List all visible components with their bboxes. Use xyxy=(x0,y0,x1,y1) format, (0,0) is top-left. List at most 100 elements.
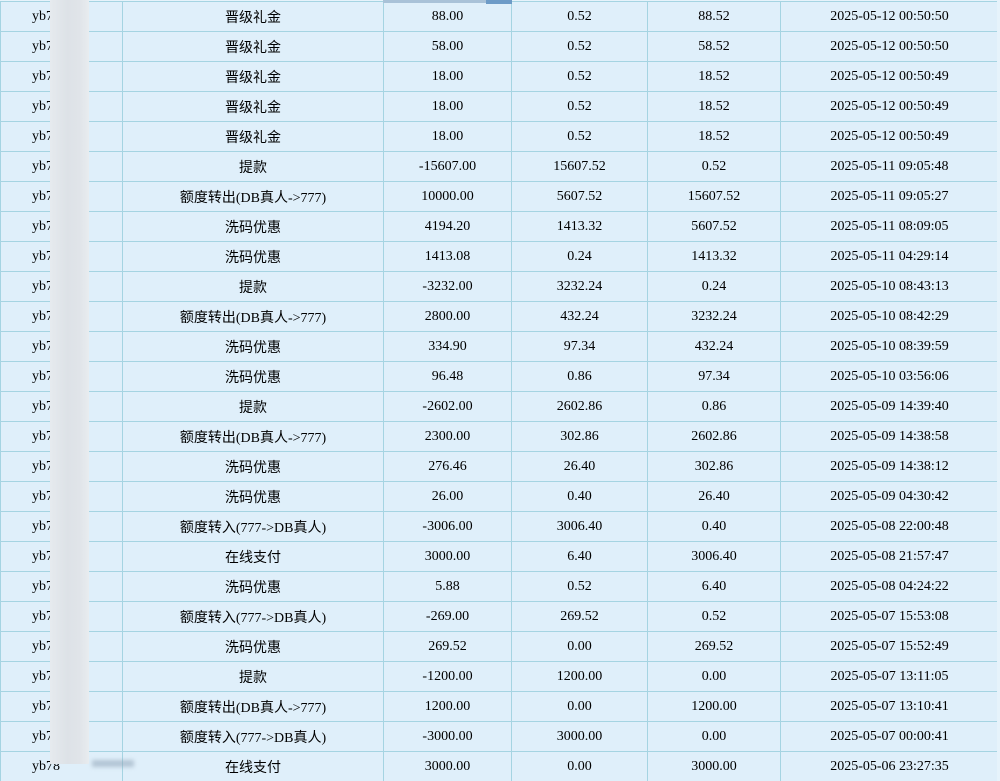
cell-transaction-type: 晋级礼金 xyxy=(122,121,384,152)
cell-balance-after: 2602.86 xyxy=(647,421,781,452)
cell-transaction-type: 提款 xyxy=(122,391,384,422)
cell-timestamp: 2025-05-06 23:27:35 xyxy=(780,751,999,781)
cell-timestamp: 2025-05-12 00:50:49 xyxy=(780,121,999,152)
table-row: yb78 额度转入(777->DB真人) -3000.00 3000.00 0.00 20… xyxy=(0,721,999,752)
cell-amount: -3000.00 xyxy=(383,721,512,752)
cell-timestamp: 2025-05-07 00:00:41 xyxy=(780,721,999,752)
cell-transaction-type: 额度转出(DB真人->777) xyxy=(122,691,384,722)
cell-amount: 2800.00 xyxy=(383,301,512,332)
cell-balance-after: 18.52 xyxy=(647,121,781,152)
cell-transaction-type: 洗码优惠 xyxy=(122,211,384,242)
cell-transaction-type: 洗码优惠 xyxy=(122,481,384,512)
cell-transaction-type: 在线支付 xyxy=(122,751,384,781)
cell-balance-after: 432.24 xyxy=(647,331,781,362)
cell-timestamp: 2025-05-09 14:38:12 xyxy=(780,451,999,482)
cell-timestamp: 2025-05-08 04:24:22 xyxy=(780,571,999,602)
cell-timestamp: 2025-05-12 00:50:49 xyxy=(780,61,999,92)
table-row: yb78 晋级礼金 88.00 0.52 88.52 2025-05-12 00:50:5… xyxy=(0,1,999,32)
cell-timestamp: 2025-05-12 00:50:50 xyxy=(780,1,999,32)
cell-balance-before: 2602.86 xyxy=(511,391,648,422)
cell-transaction-type: 洗码优惠 xyxy=(122,451,384,482)
cell-balance-after: 18.52 xyxy=(647,61,781,92)
cell-timestamp: 2025-05-08 22:00:48 xyxy=(780,511,999,542)
cell-balance-after: 88.52 xyxy=(647,1,781,32)
table-row: yb78 晋级礼金 58.00 0.52 58.52 2025-05-12 00:50:5… xyxy=(0,31,999,62)
cell-balance-after: 26.40 xyxy=(647,481,781,512)
cell-balance-before: 3000.00 xyxy=(511,721,648,752)
table-row: yb78 洗码优惠 276.46 26.40 302.86 2025-05-09 14:3… xyxy=(0,451,999,482)
header-remnant-band xyxy=(383,0,512,3)
cell-balance-after: 269.52 xyxy=(647,631,781,662)
cell-timestamp: 2025-05-07 13:11:05 xyxy=(780,661,999,692)
cell-balance-before: 0.52 xyxy=(511,1,648,32)
cell-amount: 26.00 xyxy=(383,481,512,512)
cell-amount: 334.90 xyxy=(383,331,512,362)
cell-timestamp: 2025-05-12 00:50:49 xyxy=(780,91,999,122)
cell-balance-before: 0.86 xyxy=(511,361,648,392)
cell-transaction-type: 晋级礼金 xyxy=(122,31,384,62)
cell-balance-before: 97.34 xyxy=(511,331,648,362)
cell-amount: 3000.00 xyxy=(383,541,512,572)
cell-timestamp: 2025-05-08 21:57:47 xyxy=(780,541,999,572)
cell-balance-after: 15607.52 xyxy=(647,181,781,212)
cell-timestamp: 2025-05-11 04:29:14 xyxy=(780,241,999,272)
cell-timestamp: 2025-05-09 14:38:58 xyxy=(780,421,999,452)
cell-amount: 88.00 xyxy=(383,1,512,32)
table-row: yb78 额度转出(DB真人->777) 1200.00 0.00 1200.00 202… xyxy=(0,691,999,722)
table-row: yb78 晋级礼金 18.00 0.52 18.52 2025-05-12 00:50:4… xyxy=(0,121,999,152)
cell-balance-before: 0.40 xyxy=(511,481,648,512)
table-row: yb78 额度转入(777->DB真人) -269.00 269.52 0.52 2025… xyxy=(0,601,999,632)
table-row: yb78 提款 -2602.00 2602.86 0.86 2025-05-09 14:3… xyxy=(0,391,999,422)
cell-balance-after: 18.52 xyxy=(647,91,781,122)
blurred-username-tail xyxy=(92,760,134,767)
table-row: yb78 洗码优惠 334.90 97.34 432.24 2025-05-10 08:3… xyxy=(0,331,999,362)
cell-transaction-type: 提款 xyxy=(122,661,384,692)
table-row: yb78 洗码优惠 5.88 0.52 6.40 2025-05-08 04:24:22 xyxy=(0,571,999,602)
cell-balance-before: 26.40 xyxy=(511,451,648,482)
cell-balance-after: 1200.00 xyxy=(647,691,781,722)
cell-balance-before: 0.24 xyxy=(511,241,648,272)
cell-balance-after: 302.86 xyxy=(647,451,781,482)
table-row: yb78 晋级礼金 18.00 0.52 18.52 2025-05-12 00:50:4… xyxy=(0,61,999,92)
cell-balance-before: 6.40 xyxy=(511,541,648,572)
cell-transaction-type: 洗码优惠 xyxy=(122,631,384,662)
cell-balance-before: 0.00 xyxy=(511,631,648,662)
cell-amount: 1200.00 xyxy=(383,691,512,722)
cell-transaction-type: 晋级礼金 xyxy=(122,1,384,32)
cell-timestamp: 2025-05-12 00:50:50 xyxy=(780,31,999,62)
cell-amount: 2300.00 xyxy=(383,421,512,452)
cell-amount: -1200.00 xyxy=(383,661,512,692)
cell-amount: 10000.00 xyxy=(383,181,512,212)
cell-balance-after: 0.52 xyxy=(647,601,781,632)
cell-timestamp: 2025-05-11 09:05:48 xyxy=(780,151,999,182)
cell-timestamp: 2025-05-10 03:56:06 xyxy=(780,361,999,392)
table-row: yb78 额度转出(DB真人->777) 2300.00 302.86 2602.86 2… xyxy=(0,421,999,452)
cell-transaction-type: 额度转出(DB真人->777) xyxy=(122,301,384,332)
cell-amount: 4194.20 xyxy=(383,211,512,242)
cell-transaction-type: 额度转出(DB真人->777) xyxy=(122,421,384,452)
cell-balance-after: 0.40 xyxy=(647,511,781,542)
cell-balance-before: 0.00 xyxy=(511,751,648,781)
table-row: yb78 洗码优惠 96.48 0.86 97.34 2025-05-10 03:56:0… xyxy=(0,361,999,392)
cell-transaction-type: 洗码优惠 xyxy=(122,241,384,272)
cell-transaction-type: 洗码优惠 xyxy=(122,361,384,392)
table-row: yb78 洗码优惠 1413.08 0.24 1413.32 2025-05-11 04:… xyxy=(0,241,999,272)
cell-balance-before: 0.52 xyxy=(511,571,648,602)
cell-amount: 96.48 xyxy=(383,361,512,392)
cell-amount: 18.00 xyxy=(383,91,512,122)
cell-balance-before: 432.24 xyxy=(511,301,648,332)
cell-amount: -3232.00 xyxy=(383,271,512,302)
cell-amount: 18.00 xyxy=(383,61,512,92)
cell-balance-before: 5607.52 xyxy=(511,181,648,212)
cell-balance-after: 97.34 xyxy=(647,361,781,392)
cell-balance-before: 0.52 xyxy=(511,91,648,122)
cell-balance-after: 1413.32 xyxy=(647,241,781,272)
cell-timestamp: 2025-05-10 08:43:13 xyxy=(780,271,999,302)
cell-transaction-type: 额度转出(DB真人->777) xyxy=(122,181,384,212)
header-remnant-highlight xyxy=(486,0,512,4)
table-row: yb78 在线支付 3000.00 0.00 3000.00 2025-05-06 23:… xyxy=(0,751,999,781)
cell-transaction-type: 额度转入(777->DB真人) xyxy=(122,721,384,752)
cell-balance-before: 269.52 xyxy=(511,601,648,632)
cell-amount: 3000.00 xyxy=(383,751,512,781)
cell-amount: -3006.00 xyxy=(383,511,512,542)
